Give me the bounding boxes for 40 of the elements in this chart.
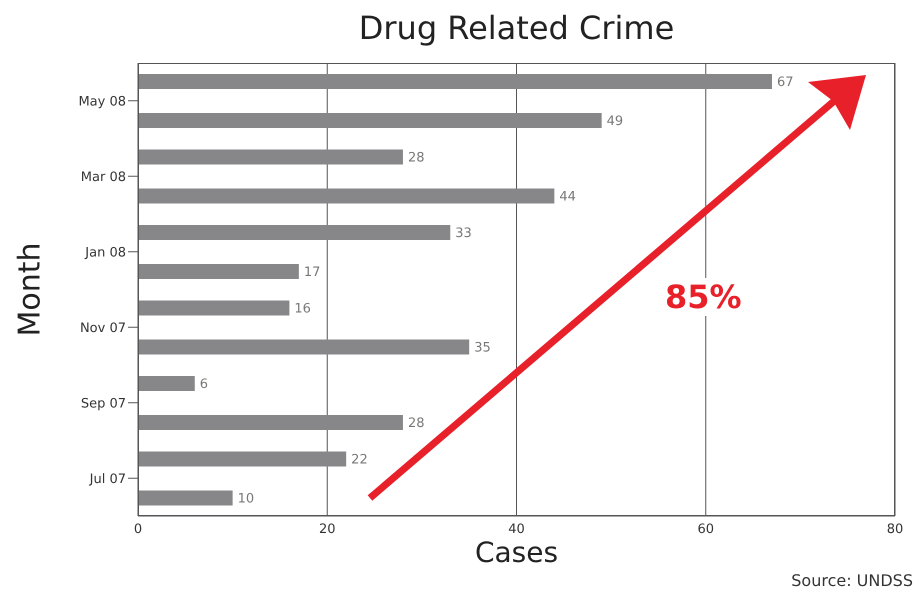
bar	[138, 490, 233, 506]
y-tick-label: Mar 08	[80, 170, 126, 185]
x-tick-label: 20	[318, 522, 336, 538]
data-label: 35	[474, 340, 491, 356]
bar	[138, 150, 403, 164]
data-label: 67	[776, 75, 794, 90]
bar	[138, 264, 299, 279]
bar	[138, 188, 554, 204]
bar	[138, 225, 450, 240]
bar	[138, 376, 195, 391]
data-label: 17	[304, 265, 320, 280]
bar	[138, 415, 403, 430]
x-tick-label: 80	[886, 522, 904, 538]
source-note: Source: UNDSS	[791, 571, 913, 590]
x-tick-label: 40	[508, 522, 525, 538]
chart-title: Drug Related Crime	[358, 8, 676, 48]
y-axis-title: Month	[12, 242, 48, 337]
x-tick-label: 60	[697, 522, 714, 538]
y-tick-label: Jul 07	[88, 472, 126, 487]
x-tick-label: 0	[134, 522, 142, 538]
x-axis-title: Cases	[474, 536, 560, 569]
bar	[138, 113, 602, 128]
bar	[138, 340, 470, 354]
data-label: 44	[559, 190, 576, 205]
bar	[138, 452, 346, 466]
data-label: 6	[200, 377, 208, 392]
data-label: 10	[238, 492, 254, 507]
data-label: 22	[351, 452, 368, 468]
data-label: 28	[408, 150, 424, 166]
data-label: 28	[408, 416, 424, 432]
y-tick-label: May 08	[78, 94, 126, 110]
data-label: 33	[455, 226, 472, 242]
data-label: 16	[294, 302, 311, 317]
annotation: 85%	[663, 278, 744, 316]
bar	[138, 300, 290, 316]
y-tick-label: Sep 07	[80, 396, 126, 412]
bar	[138, 74, 772, 89]
data-label: 49	[606, 114, 624, 130]
y-tick-label: Nov 07	[80, 320, 126, 336]
y-tick-label: Jan 08	[84, 245, 126, 260]
